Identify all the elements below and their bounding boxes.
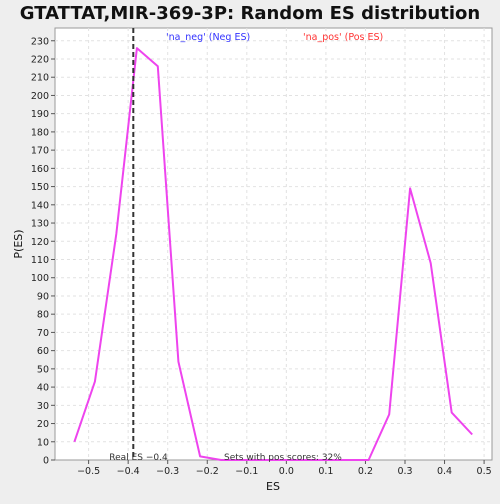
y-tick-label: 210 <box>31 73 49 84</box>
grid-layer <box>55 28 492 460</box>
series-layer <box>73 47 473 461</box>
x-tick-label: −0.2 <box>196 466 219 477</box>
y-tick-label: 170 <box>31 146 49 157</box>
chart-title: GTATTAT,MIR-369-3P: Random ES distributi… <box>20 3 480 24</box>
y-tick-label: 60 <box>37 346 49 357</box>
x-tick-label: 0.1 <box>318 466 333 477</box>
y-tick-label: 150 <box>31 182 49 193</box>
x-tick-label: −0.3 <box>156 466 179 477</box>
y-tick-label: 90 <box>37 291 49 302</box>
axes-layer: 0 10 20 30 40 50 60 70 80 90 100 110 120 130 140 150 160… <box>31 36 492 477</box>
x-tick-label: 0.0 <box>279 466 294 477</box>
legend-neg-label: 'na_neg' (Neg ES) <box>166 32 250 43</box>
y-tick-label: 200 <box>31 91 49 102</box>
x-tick-label: 0.5 <box>477 466 492 477</box>
y-tick-label: 120 <box>31 237 49 248</box>
x-tick-label: −0.1 <box>235 466 258 477</box>
x-tick-label: −0.4 <box>117 466 140 477</box>
pos-score-annotation: Sets with pos scores: 32% <box>224 453 342 463</box>
y-tick-label: 30 <box>37 401 49 412</box>
x-axis-label: ES <box>266 480 280 493</box>
x-tick-label: 0.4 <box>437 466 452 477</box>
y-tick-label: 10 <box>37 437 49 448</box>
y-axis-label: P(ES) <box>12 229 25 258</box>
y-tick-label: 0 <box>43 456 49 467</box>
x-tick-label: 0.3 <box>397 466 412 477</box>
real-es-label: Real ES −0.4 <box>109 453 168 463</box>
y-tick-label: 100 <box>31 273 49 284</box>
legend-pos-label: 'na_pos' (Pos ES) <box>303 32 383 43</box>
y-tick-label: 180 <box>31 127 49 138</box>
series-line <box>73 47 473 461</box>
y-tick-label: 70 <box>37 328 49 339</box>
x-tick-label: −0.5 <box>77 466 100 477</box>
y-tick-label: 40 <box>37 383 49 394</box>
y-tick-label: 80 <box>37 310 49 321</box>
y-tick-label: 220 <box>31 54 49 65</box>
y-tick-label: 20 <box>37 419 49 430</box>
y-tick-label: 130 <box>31 219 49 230</box>
y-tick-label: 190 <box>31 109 49 120</box>
x-tick-label: 0.2 <box>358 466 373 477</box>
y-tick-label: 50 <box>37 364 49 375</box>
y-tick-label: 140 <box>31 200 49 211</box>
y-tick-label: 230 <box>31 36 49 47</box>
y-tick-label: 160 <box>31 164 49 175</box>
y-tick-label: 110 <box>31 255 49 266</box>
